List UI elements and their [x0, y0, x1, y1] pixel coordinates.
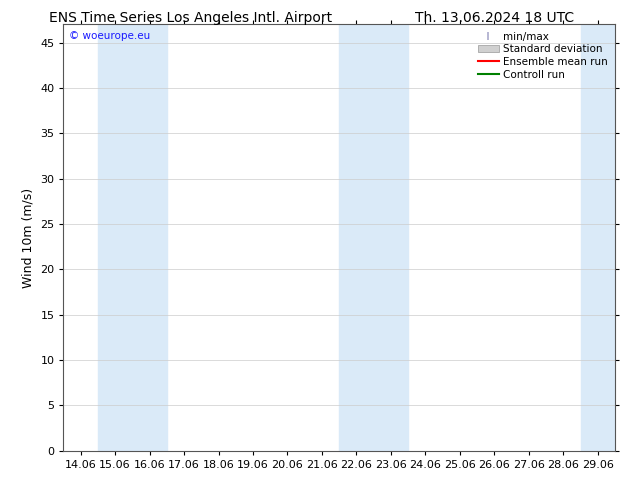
Text: © woeurope.eu: © woeurope.eu — [69, 31, 150, 41]
Bar — [339, 24, 408, 451]
Legend: min/max, Standard deviation, Ensemble mean run, Controll run: min/max, Standard deviation, Ensemble me… — [474, 27, 612, 84]
Bar — [98, 24, 167, 451]
Text: ENS Time Series Los Angeles Intl. Airport: ENS Time Series Los Angeles Intl. Airpor… — [49, 11, 332, 25]
Y-axis label: Wind 10m (m/s): Wind 10m (m/s) — [22, 188, 35, 288]
Text: Th. 13.06.2024 18 UTC: Th. 13.06.2024 18 UTC — [415, 11, 574, 25]
Bar — [581, 24, 615, 451]
